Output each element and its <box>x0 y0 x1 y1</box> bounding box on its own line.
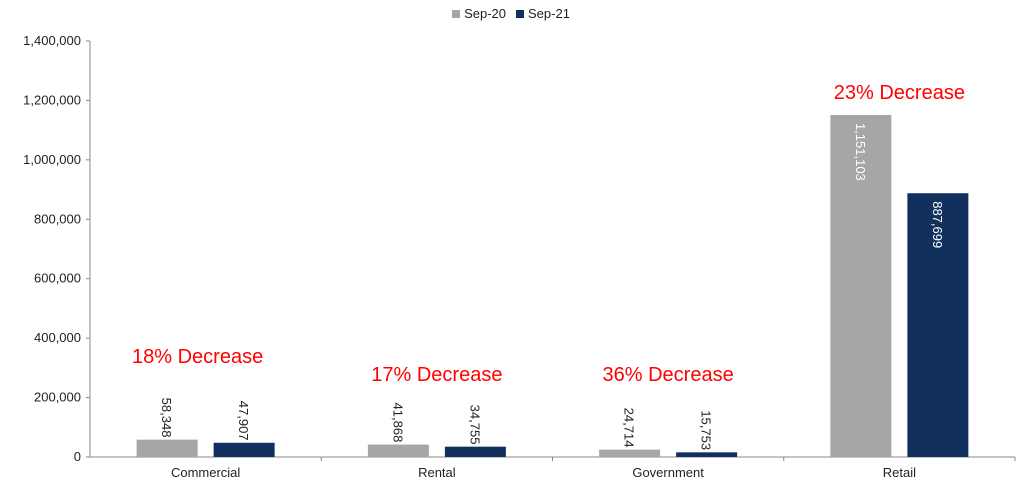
x-tick-label: Rental <box>418 465 456 480</box>
bar-sep-20-rental <box>367 444 429 457</box>
data-label: 34,755 <box>467 405 482 445</box>
legend-swatch-sep-21 <box>516 9 524 18</box>
bar-sep-20-retail <box>830 114 892 458</box>
annotation-retail: 23% Decrease <box>834 82 965 104</box>
data-label: 24,714 <box>622 408 637 448</box>
data-label: 887,699 <box>930 201 945 248</box>
y-tick-label: 600,000 <box>34 271 81 286</box>
legend-label-sep-20: Sep-20 <box>464 6 506 21</box>
x-tick-label: Retail <box>883 465 916 480</box>
bar-sep-21-commercial <box>213 442 275 457</box>
x-tick-label: Government <box>632 465 704 480</box>
legend-swatch-sep-20 <box>452 9 461 18</box>
y-tick-label: 0 <box>74 449 81 464</box>
chart-legend: Sep-20 Sep-21 <box>0 6 1022 21</box>
y-tick-label: 800,000 <box>34 211 81 226</box>
data-label: 58,348 <box>159 398 174 438</box>
y-tick-label: 1,400,000 <box>23 33 81 48</box>
data-label: 41,868 <box>390 403 405 443</box>
legend-item-sep-21: Sep-21 <box>516 6 570 21</box>
data-label: 1,151,103 <box>853 123 868 181</box>
annotation-government: 36% Decrease <box>603 364 734 386</box>
data-label: 47,907 <box>236 401 251 441</box>
legend-item-sep-20: Sep-20 <box>452 6 506 21</box>
legend-label-sep-21: Sep-21 <box>528 6 570 21</box>
data-label: 15,753 <box>699 410 714 450</box>
annotation-commercial: 18% Decrease <box>132 346 263 368</box>
y-tick-label: 400,000 <box>34 330 81 345</box>
annotation-rental: 17% Decrease <box>371 364 502 386</box>
bar-sep-21-rental <box>444 446 506 457</box>
y-tick-label: 1,000,000 <box>23 152 81 167</box>
bar-sep-21-retail <box>907 193 969 458</box>
x-tick-label: Commercial <box>171 465 240 480</box>
bar-sep-20-government <box>599 449 661 457</box>
bar-sep-21-government <box>676 452 738 457</box>
y-tick-label: 200,000 <box>34 390 81 405</box>
bar-sep-20-commercial <box>136 439 198 457</box>
y-tick-label: 1,200,000 <box>23 92 81 107</box>
